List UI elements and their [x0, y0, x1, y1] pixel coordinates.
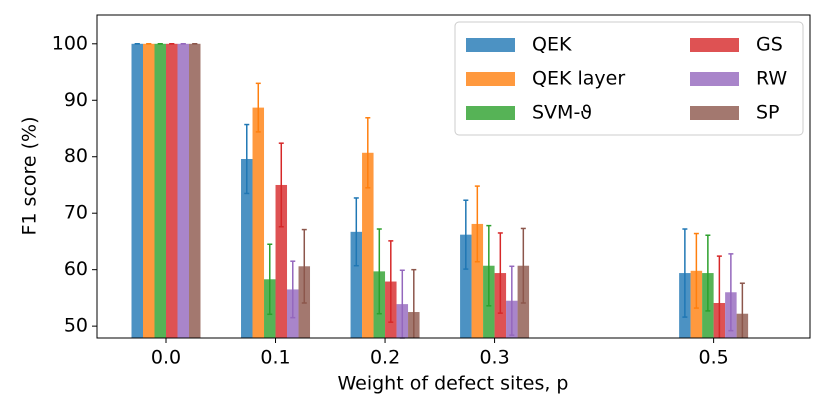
bar — [275, 184, 288, 338]
bar — [241, 158, 253, 338]
error-bar — [301, 228, 307, 304]
error-bar — [474, 185, 480, 263]
plot-frame — [96, 14, 811, 339]
legend-label: SP — [756, 102, 780, 124]
legend-swatch — [690, 106, 739, 120]
legend-label: RW — [756, 68, 787, 90]
legend-swatch — [690, 38, 739, 52]
bar — [460, 234, 472, 338]
bar — [471, 223, 484, 338]
bar — [362, 152, 374, 338]
legend-swatch — [466, 106, 515, 120]
y-tick-label: 60 — [64, 258, 88, 280]
error-bar — [716, 255, 722, 338]
y-tick-label: 80 — [64, 145, 88, 167]
error-bar — [290, 260, 296, 319]
x-tick-label: 0.1 — [260, 347, 290, 369]
bar — [131, 43, 143, 338]
x-axis-label: Weight of defect sites, p — [337, 373, 568, 395]
x-tick-label: 0.0 — [151, 347, 181, 369]
error-bar — [509, 265, 515, 336]
error-bar — [255, 82, 261, 133]
y-tick-label: 90 — [64, 89, 88, 111]
error-bar — [693, 232, 699, 309]
legend-label: QEK — [532, 34, 572, 56]
error-bar — [388, 240, 394, 323]
legend-label: GS — [756, 34, 783, 56]
legend-label: QEK layer — [532, 68, 625, 90]
legend-swatch — [466, 72, 515, 86]
bar — [252, 107, 265, 338]
bar — [166, 43, 178, 338]
error-bar — [267, 243, 273, 316]
error-bar — [376, 228, 382, 315]
x-tick-label: 0.5 — [699, 347, 729, 369]
error-bar — [486, 224, 492, 307]
y-tick-label: 100 — [52, 32, 88, 54]
error-bar — [365, 117, 371, 189]
error-bar — [739, 282, 745, 338]
y-axis-label: F1 score (%) — [19, 116, 41, 235]
bar — [189, 43, 201, 338]
y-tick-label: 50 — [64, 315, 88, 337]
legend-label: SVM-ϑ — [532, 102, 592, 124]
y-tick-label: 70 — [64, 202, 88, 224]
error-bar — [728, 253, 734, 332]
legend-swatch — [466, 38, 515, 52]
bar — [350, 231, 363, 338]
error-bar — [463, 199, 469, 270]
error-bar — [520, 227, 526, 304]
bar — [177, 43, 189, 338]
error-bar — [497, 232, 503, 314]
bar — [154, 43, 166, 338]
x-tick-label: 0.3 — [479, 347, 509, 369]
error-bar — [705, 234, 711, 312]
bar — [143, 43, 155, 338]
legend-swatch — [690, 72, 739, 86]
error-bar — [278, 142, 284, 228]
error-bar — [682, 228, 688, 318]
error-bar — [411, 268, 417, 338]
error-bar — [353, 197, 359, 267]
error-bar — [244, 123, 250, 195]
x-tick-label: 0.2 — [370, 347, 400, 369]
